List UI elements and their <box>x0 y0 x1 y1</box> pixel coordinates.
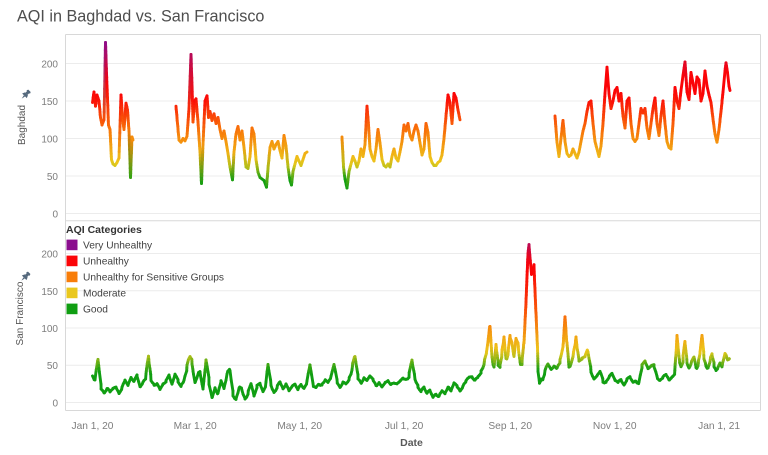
svg-text:50: 50 <box>47 361 59 372</box>
svg-text:Unhealthy for Sensitive Groups: Unhealthy for Sensitive Groups <box>83 273 224 284</box>
svg-text:150: 150 <box>41 287 58 298</box>
svg-text:Jul 1, 20: Jul 1, 20 <box>385 421 424 432</box>
svg-text:Good: Good <box>83 305 108 316</box>
svg-text:0: 0 <box>52 399 58 410</box>
svg-text:Very Unhealthy: Very Unhealthy <box>83 241 153 252</box>
svg-text:Jan 1, 20: Jan 1, 20 <box>72 421 114 432</box>
svg-text:May 1, 20: May 1, 20 <box>277 421 322 432</box>
svg-text:200: 200 <box>41 250 58 261</box>
svg-text:150: 150 <box>41 97 58 108</box>
svg-text:AQI Categories: AQI Categories <box>66 224 142 236</box>
svg-text:200: 200 <box>41 60 58 71</box>
svg-text:Jan 1, 21: Jan 1, 21 <box>698 421 740 432</box>
svg-text:Unhealthy: Unhealthy <box>83 257 130 268</box>
svg-text:0: 0 <box>52 210 58 221</box>
svg-text:Nov 1, 20: Nov 1, 20 <box>593 421 637 432</box>
svg-text:San Francisco: San Francisco <box>15 281 26 345</box>
svg-text:Date: Date <box>400 437 423 449</box>
svg-text:Baghdad: Baghdad <box>17 105 28 145</box>
svg-text:Sep 1, 20: Sep 1, 20 <box>488 421 532 432</box>
svg-text:50: 50 <box>47 172 59 183</box>
svg-text:Mar 1, 20: Mar 1, 20 <box>174 421 217 432</box>
svg-text:Moderate: Moderate <box>83 289 126 300</box>
svg-text:AQI in Baghdad vs. San Francis: AQI in Baghdad vs. San Francisco <box>17 8 264 26</box>
svg-text:100: 100 <box>41 324 58 335</box>
svg-text:100: 100 <box>41 135 58 146</box>
